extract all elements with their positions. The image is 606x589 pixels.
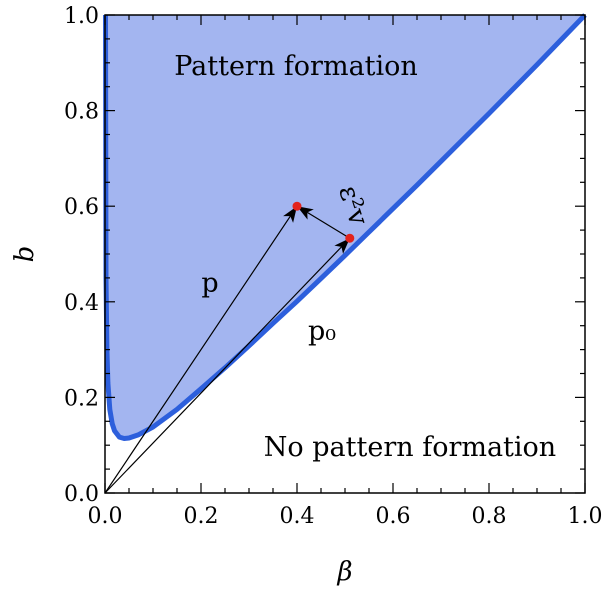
data-point: [292, 201, 302, 211]
x-axis-label: β: [336, 557, 352, 587]
vector-p0: [104, 238, 350, 494]
axis-ticks: [104, 14, 586, 494]
vector-label-p: p: [201, 268, 218, 299]
x-tick-label: 0.6: [376, 504, 411, 529]
tick-labels: 0.0 0.2 0.4 0.6 0.8 1.0 0.0 0.2 0.4 0.6 0.8 1.0: [64, 4, 603, 529]
y-tick-label: 1.0: [64, 4, 99, 29]
vector-eps2v: [297, 206, 351, 239]
y-tick-label: 0.2: [64, 386, 99, 411]
y-tick-label: 0.4: [64, 291, 99, 316]
no-pattern-formation-label: No pattern formation: [264, 432, 556, 463]
pattern-formation-label: Pattern formation: [174, 51, 418, 82]
x-tick-label: 0.4: [280, 504, 315, 529]
x-tick-label: 0.2: [184, 504, 219, 529]
pattern-formation-region: [105, 15, 585, 439]
points: [292, 201, 355, 243]
vector-label-p0: p₀: [308, 316, 336, 347]
boundary-curve: [103, 13, 587, 441]
vector-p: [104, 206, 297, 494]
y-tick-label: 0.6: [64, 195, 99, 220]
x-tick-label: 0.8: [472, 504, 507, 529]
vectors: [104, 206, 351, 494]
data-point: [345, 233, 355, 243]
y-tick-label: 0.0: [64, 482, 99, 507]
x-tick-label: 1.0: [568, 504, 603, 529]
y-tick-label: 0.8: [64, 100, 99, 125]
x-tick-label: 0.0: [88, 504, 123, 529]
y-axis-label: b: [10, 246, 40, 263]
